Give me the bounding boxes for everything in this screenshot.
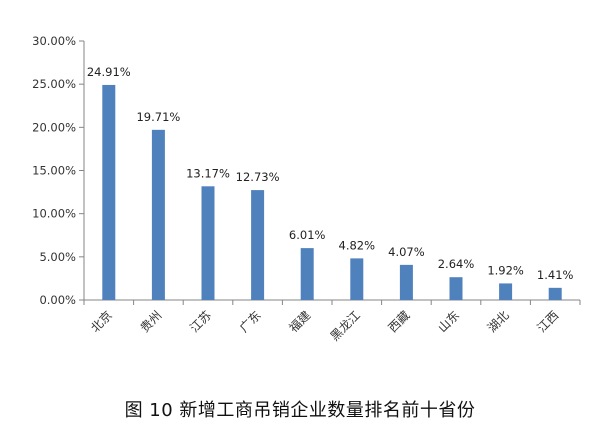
data-label: 12.73%	[236, 170, 280, 184]
data-label: 1.92%	[487, 263, 524, 277]
bar	[102, 84, 116, 300]
data-label: 19.71%	[136, 110, 180, 124]
category-labels: 北京 贵州 江苏 广东 福建 黑龙江 西藏 山东 湖北 江西	[88, 308, 561, 344]
category-label: 山东	[435, 308, 462, 335]
category-label: 北京	[88, 308, 115, 335]
category-label: 贵州	[138, 308, 165, 335]
y-tick-label: 10.00%	[32, 207, 76, 221]
data-label: 13.17%	[186, 166, 230, 180]
y-tick-label: 20.00%	[32, 120, 76, 134]
figure-caption: 图 10 新增工商吊销企业数量排名前十省份	[124, 400, 476, 421]
category-label: 西藏	[386, 308, 413, 335]
category-label: 江苏	[187, 308, 214, 335]
bar	[548, 287, 562, 300]
category-label: 江西	[534, 308, 561, 335]
category-label: 福建	[286, 308, 314, 336]
bar	[201, 186, 215, 300]
bar	[399, 264, 413, 300]
category-label: 广东	[237, 308, 264, 335]
data-label: 1.41%	[537, 268, 574, 282]
x-axis	[83, 299, 581, 305]
data-label: 4.07%	[388, 245, 425, 259]
data-label: 4.82%	[339, 238, 376, 252]
data-label: 2.64%	[438, 257, 475, 271]
bars	[102, 84, 562, 300]
bar	[151, 129, 165, 300]
data-labels: 24.91% 19.71% 13.17% 12.73% 6.01% 4.82% 4.07% 2…	[87, 65, 574, 282]
y-tick-label: 5.00%	[39, 250, 76, 264]
bar	[251, 190, 265, 300]
y-tick-label: 25.00%	[32, 77, 76, 91]
y-axis: 0.00% 5.00% 10.00% 15.00% 20.00% 25.00% 30.00%	[32, 34, 85, 307]
y-tick-label: 30.00%	[32, 34, 76, 48]
y-tick-label: 0.00%	[39, 293, 76, 307]
data-label: 24.91%	[87, 65, 131, 79]
bar	[300, 248, 314, 300]
bar	[449, 277, 463, 300]
category-label: 黑龙江	[328, 308, 363, 343]
bar	[499, 283, 513, 300]
category-label: 湖北	[484, 308, 512, 336]
y-tick-label: 15.00%	[32, 164, 76, 178]
bar	[350, 258, 364, 300]
data-label: 6.01%	[289, 228, 326, 242]
bar-chart: 0.00% 5.00% 10.00% 15.00% 20.00% 25.00% 30.00%…	[32, 34, 581, 344]
